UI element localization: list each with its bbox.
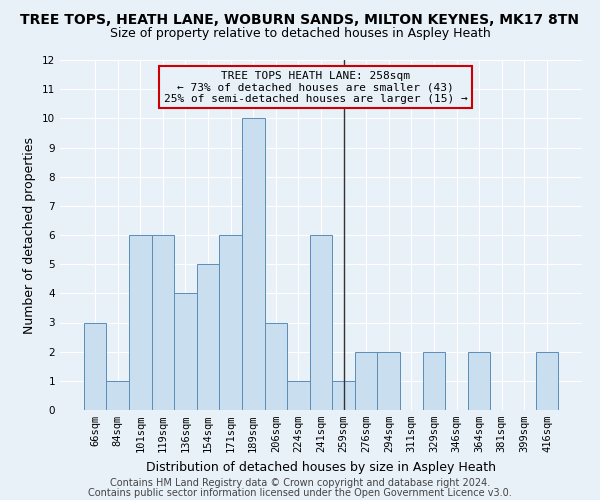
Text: Contains HM Land Registry data © Crown copyright and database right 2024.: Contains HM Land Registry data © Crown c… bbox=[110, 478, 490, 488]
Bar bbox=[152, 235, 174, 410]
Bar bbox=[174, 294, 197, 410]
Y-axis label: Number of detached properties: Number of detached properties bbox=[23, 136, 37, 334]
Bar bbox=[377, 352, 400, 410]
Bar bbox=[265, 322, 287, 410]
Bar bbox=[355, 352, 377, 410]
Bar bbox=[220, 235, 242, 410]
Bar bbox=[129, 235, 152, 410]
Bar bbox=[287, 381, 310, 410]
Text: TREE TOPS, HEATH LANE, WOBURN SANDS, MILTON KEYNES, MK17 8TN: TREE TOPS, HEATH LANE, WOBURN SANDS, MIL… bbox=[20, 12, 580, 26]
Bar bbox=[84, 322, 106, 410]
Bar bbox=[332, 381, 355, 410]
Bar bbox=[106, 381, 129, 410]
Bar bbox=[468, 352, 490, 410]
Bar bbox=[422, 352, 445, 410]
Text: Size of property relative to detached houses in Aspley Heath: Size of property relative to detached ho… bbox=[110, 28, 490, 40]
Text: Contains public sector information licensed under the Open Government Licence v3: Contains public sector information licen… bbox=[88, 488, 512, 498]
Bar bbox=[242, 118, 265, 410]
Bar bbox=[536, 352, 558, 410]
Bar bbox=[197, 264, 220, 410]
Bar bbox=[310, 235, 332, 410]
Text: TREE TOPS HEATH LANE: 258sqm
← 73% of detached houses are smaller (43)
25% of se: TREE TOPS HEATH LANE: 258sqm ← 73% of de… bbox=[164, 70, 467, 104]
X-axis label: Distribution of detached houses by size in Aspley Heath: Distribution of detached houses by size … bbox=[146, 460, 496, 473]
